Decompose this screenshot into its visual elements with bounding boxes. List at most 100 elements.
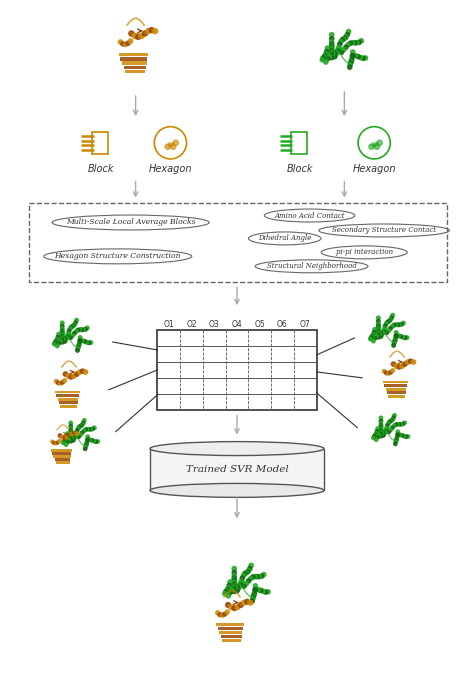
- Circle shape: [55, 442, 57, 445]
- Circle shape: [387, 320, 390, 323]
- Circle shape: [385, 331, 389, 334]
- Circle shape: [261, 589, 265, 593]
- Circle shape: [86, 427, 89, 431]
- Circle shape: [335, 51, 338, 55]
- Circle shape: [392, 323, 396, 327]
- Circle shape: [71, 334, 74, 338]
- Circle shape: [55, 379, 58, 383]
- Circle shape: [395, 437, 399, 440]
- Circle shape: [74, 432, 78, 435]
- Circle shape: [232, 586, 236, 590]
- Circle shape: [266, 590, 270, 594]
- Circle shape: [232, 580, 237, 584]
- Text: Hexagon: Hexagon: [353, 164, 396, 174]
- Circle shape: [229, 605, 234, 610]
- Circle shape: [391, 369, 394, 373]
- Ellipse shape: [150, 484, 324, 497]
- Circle shape: [85, 440, 89, 444]
- Circle shape: [56, 381, 60, 385]
- Circle shape: [329, 49, 334, 53]
- Circle shape: [379, 432, 383, 435]
- Circle shape: [386, 427, 390, 431]
- Circle shape: [376, 333, 380, 336]
- Circle shape: [82, 328, 85, 332]
- Circle shape: [370, 335, 374, 338]
- Circle shape: [392, 344, 395, 347]
- Circle shape: [385, 321, 389, 324]
- Circle shape: [78, 370, 82, 374]
- Circle shape: [61, 381, 64, 384]
- Circle shape: [400, 423, 403, 426]
- Circle shape: [85, 442, 88, 445]
- Circle shape: [397, 334, 401, 338]
- Circle shape: [53, 441, 55, 445]
- Text: O7: O7: [300, 320, 310, 329]
- Ellipse shape: [150, 442, 324, 456]
- Circle shape: [249, 563, 253, 567]
- Circle shape: [69, 375, 73, 379]
- Circle shape: [79, 425, 82, 428]
- Circle shape: [121, 42, 125, 46]
- Circle shape: [73, 321, 77, 325]
- Circle shape: [394, 331, 398, 334]
- Circle shape: [251, 595, 255, 599]
- Circle shape: [264, 590, 268, 594]
- Circle shape: [76, 345, 80, 349]
- Circle shape: [376, 324, 380, 327]
- Circle shape: [376, 436, 379, 439]
- Circle shape: [77, 345, 81, 348]
- Circle shape: [361, 56, 365, 60]
- Circle shape: [252, 593, 256, 597]
- Circle shape: [69, 440, 73, 443]
- Circle shape: [73, 332, 76, 335]
- Circle shape: [118, 40, 122, 44]
- Bar: [92, 132, 108, 153]
- Circle shape: [80, 424, 83, 427]
- Circle shape: [82, 421, 85, 425]
- Circle shape: [69, 429, 73, 432]
- Circle shape: [364, 56, 368, 60]
- Circle shape: [61, 327, 64, 331]
- Circle shape: [395, 334, 398, 338]
- Circle shape: [250, 599, 255, 603]
- Circle shape: [387, 371, 390, 375]
- Circle shape: [392, 362, 396, 366]
- Circle shape: [58, 339, 62, 342]
- Circle shape: [401, 336, 404, 339]
- Circle shape: [74, 434, 78, 438]
- Circle shape: [347, 65, 352, 69]
- Circle shape: [91, 427, 94, 431]
- Text: O5: O5: [255, 320, 265, 329]
- Circle shape: [387, 329, 390, 332]
- FancyBboxPatch shape: [389, 395, 405, 398]
- Circle shape: [326, 57, 330, 61]
- Circle shape: [337, 46, 340, 50]
- Circle shape: [85, 326, 89, 329]
- Circle shape: [74, 329, 78, 333]
- Circle shape: [58, 434, 62, 438]
- Circle shape: [241, 573, 246, 577]
- Circle shape: [374, 334, 378, 338]
- Circle shape: [256, 588, 260, 592]
- Circle shape: [58, 440, 61, 443]
- Circle shape: [136, 34, 141, 40]
- Circle shape: [61, 325, 64, 328]
- Circle shape: [81, 431, 84, 434]
- Circle shape: [394, 323, 398, 327]
- Circle shape: [239, 583, 243, 587]
- Circle shape: [379, 422, 383, 425]
- Circle shape: [376, 325, 380, 329]
- Circle shape: [357, 40, 361, 45]
- Circle shape: [393, 414, 396, 417]
- Circle shape: [67, 438, 71, 442]
- Circle shape: [232, 606, 237, 610]
- Circle shape: [374, 433, 377, 436]
- Circle shape: [232, 577, 237, 582]
- Circle shape: [68, 327, 72, 330]
- FancyBboxPatch shape: [51, 449, 72, 451]
- FancyBboxPatch shape: [386, 388, 406, 390]
- Circle shape: [376, 316, 380, 320]
- Circle shape: [78, 339, 82, 342]
- Circle shape: [223, 591, 227, 596]
- Circle shape: [129, 31, 134, 36]
